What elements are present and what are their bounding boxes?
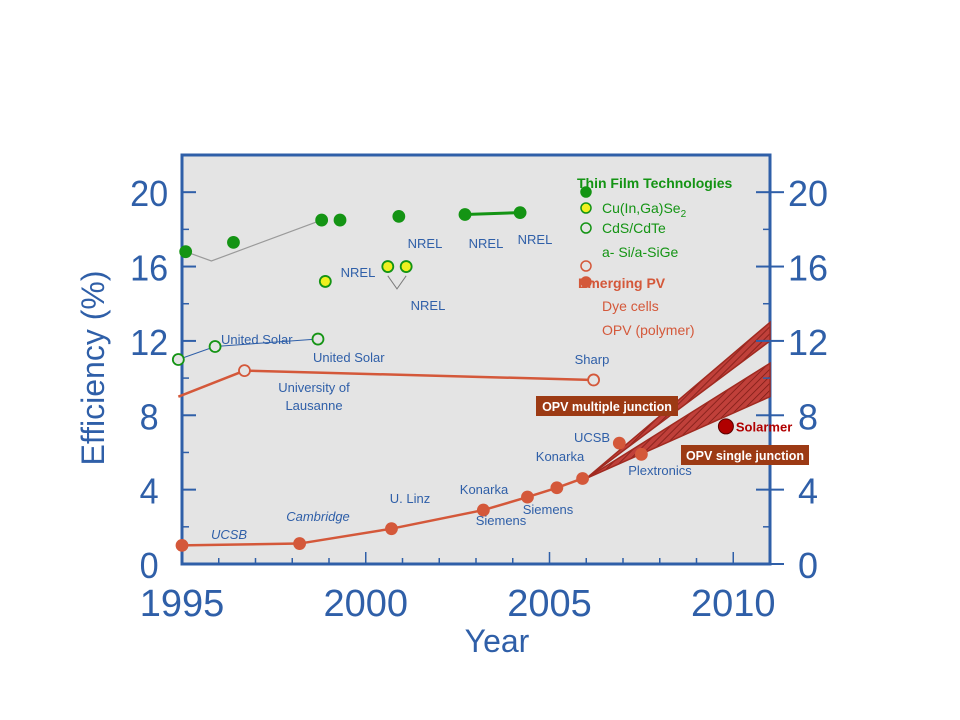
point-filled-yellow — [381, 260, 395, 273]
annotation-label: UCSB — [574, 430, 610, 445]
y-tick-label-right: 16 — [788, 248, 828, 289]
y-tick-label-right: 8 — [798, 396, 818, 437]
point-filled-orange — [175, 539, 189, 552]
annotation-label: UCSB — [211, 527, 247, 542]
legend-marker-title — [580, 186, 592, 198]
point-filled-orange — [634, 447, 648, 461]
annotation-label: United Solar — [313, 350, 385, 365]
legend-marker-open-green — [580, 222, 592, 234]
thin-film-trend-line — [185, 219, 322, 262]
point-filled-orange — [612, 436, 626, 450]
point-filled-yellow — [399, 260, 413, 273]
solarmer-label: Solarmer — [736, 419, 792, 434]
x-tick-label: 1995 — [140, 583, 225, 625]
annotation-label: Siemens — [523, 502, 574, 517]
point-filled-green — [333, 213, 347, 227]
x-axis-label: Year — [465, 623, 530, 659]
y-tick-label-left: 8 — [140, 397, 159, 437]
legend-item-thin-film: a- Si/a-SiGe — [602, 244, 678, 260]
annotation-label: Siemens — [476, 513, 527, 528]
annotation-label: NREL — [469, 236, 504, 251]
multiple-junction-label: OPV multiple junction — [542, 400, 672, 414]
band-single-junction — [585, 361, 771, 480]
point-filled-orange — [476, 503, 490, 517]
legend-marker-open-orange — [580, 260, 592, 272]
point-filled-green — [392, 209, 406, 223]
x-tick-label: 2010 — [691, 583, 776, 625]
solarmer-point — [717, 418, 734, 435]
single-junction-label: OPV single junction — [686, 449, 804, 463]
point-open-green — [311, 332, 325, 346]
plot-area — [180, 153, 772, 566]
y-tick-label-right: 0 — [798, 545, 818, 586]
annotation-label: U. Linz — [390, 491, 430, 506]
x-tick-label: 2000 — [323, 583, 408, 625]
point-filled-orange — [385, 522, 398, 536]
legend-title-thin-film: Thin Film Technologies — [577, 175, 733, 191]
annotation-label: Sharp — [575, 352, 610, 367]
point-filled-yellow — [318, 275, 332, 288]
annotation-label: Konarka — [460, 482, 509, 497]
annotation-label: NREL — [411, 298, 446, 313]
point-filled-orange — [576, 472, 589, 485]
legend-marker-filled-orange — [580, 276, 592, 288]
point-filled-green — [179, 245, 193, 259]
multiple-junction-label-box — [536, 396, 678, 416]
single-junction-label-box — [681, 445, 809, 465]
point-filled-green — [458, 208, 472, 221]
nrel-connector-line — [464, 211, 521, 216]
y-axis-label: Efficiency (%) — [75, 270, 111, 465]
legend-marker-filled-yellow — [580, 202, 592, 214]
y-tick-label-left: 16 — [130, 249, 168, 289]
nrel-v-connector — [387, 275, 407, 290]
annotation-label: NREL — [341, 265, 376, 280]
annotation-label: Lausanne — [285, 398, 342, 413]
annotation-label: NREL — [408, 236, 443, 251]
y-tick-label-left: 0 — [140, 546, 159, 586]
y-tick-label-left: 20 — [130, 174, 168, 214]
point-filled-orange — [550, 481, 564, 495]
y-tick-label-left: 4 — [140, 472, 159, 512]
legend-item-emerging: Dye cells — [602, 298, 659, 314]
point-open-orange — [238, 364, 251, 378]
point-filled-orange — [521, 490, 534, 504]
annotation-label: Plextronics — [628, 463, 692, 478]
y-tick-label-right: 20 — [788, 173, 828, 214]
annotation-label: University of — [278, 380, 350, 395]
point-filled-orange — [293, 537, 307, 550]
y-tick-label-right: 4 — [798, 471, 818, 512]
legend-item-thin-film: CdS/CdTe — [602, 220, 666, 236]
legend-item-emerging: OPV (polymer) — [602, 322, 695, 338]
annotation-label: NREL — [518, 232, 553, 247]
y-tick-label-left: 12 — [130, 323, 168, 363]
point-open-green — [208, 340, 222, 353]
point-filled-green — [227, 235, 240, 249]
legend-subscript: 2 — [681, 209, 687, 220]
x-tick-label: 2005 — [507, 583, 592, 625]
point-open-green — [171, 353, 185, 366]
annotation-label: United Solar — [221, 332, 293, 347]
y-tick-label-right: 12 — [788, 322, 828, 363]
point-open-orange — [587, 373, 600, 387]
legend-item-thin-film: Cu(In,Ga)Se2 — [602, 200, 687, 220]
point-filled-green — [513, 206, 527, 220]
legend-title-emerging: Emerging PV — [578, 275, 666, 291]
point-filled-green — [315, 213, 329, 227]
band-multiple-junction — [585, 320, 771, 480]
annotation-label: Konarka — [536, 449, 585, 464]
annotation-label: Cambridge — [286, 509, 350, 524]
